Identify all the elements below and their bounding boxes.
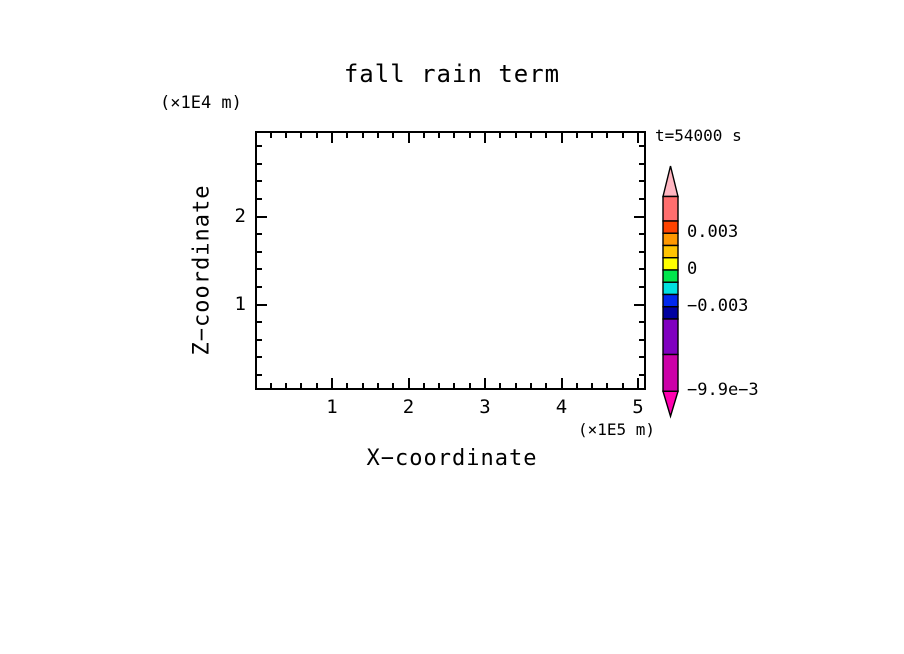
colorbar-tick-label: −0.003: [687, 295, 749, 316]
colorbar: [662, 165, 679, 419]
x-axis-unit-label: (×1E5 m): [577, 420, 655, 439]
plot-frame: [255, 131, 646, 390]
plot-title: fall rain term: [343, 60, 561, 88]
colorbar-tick-label: 0.003: [687, 222, 739, 243]
x-tick-label: 5: [632, 396, 644, 418]
x-tick-label: 2: [402, 396, 415, 418]
colorbar-segment: [662, 318, 679, 356]
colorbar-segment: [662, 257, 679, 271]
x-tick-label: 3: [479, 396, 491, 418]
x-tick-label: 1: [326, 396, 338, 418]
time-annotation: t=54000 s: [655, 126, 742, 145]
colorbar-segment: [662, 293, 679, 308]
colorbar-segment: [662, 220, 679, 234]
colorbar-segment: [662, 195, 679, 222]
colorbar-segment: [662, 244, 679, 259]
x-axis-label: X−coordinate: [366, 446, 538, 471]
colorbar-arrow-top: [662, 165, 679, 198]
colorbar-segment: [662, 353, 679, 392]
colorbar-segment: [662, 306, 679, 320]
colorbar-tick-label: −9.9e−3: [687, 380, 759, 401]
colorbar-segment: [662, 269, 679, 283]
colorbar-arrow-bottom: [662, 390, 679, 419]
x-tick-label: 4: [555, 396, 568, 418]
z-axis-unit-label: (×1E4 m): [160, 93, 242, 113]
colorbar-segment: [662, 281, 679, 296]
colorbar-segment: [662, 232, 679, 247]
colorbar-tick-label: 0: [687, 259, 698, 279]
z-axis-label: Z−coordinate: [189, 184, 215, 356]
